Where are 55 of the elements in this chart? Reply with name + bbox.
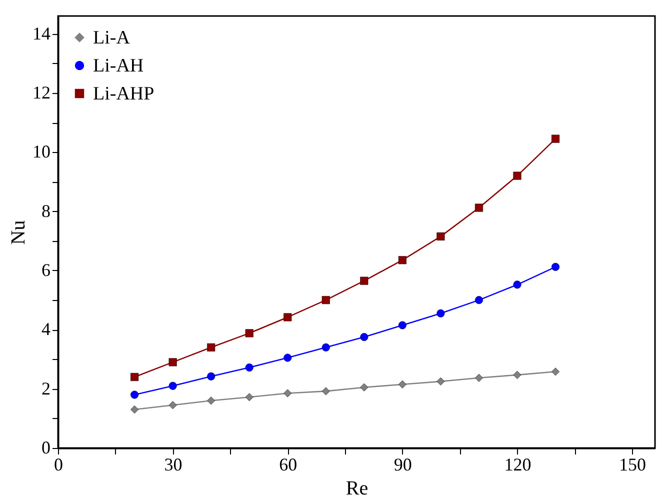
point bbox=[168, 382, 177, 390]
point bbox=[551, 262, 560, 271]
point bbox=[207, 343, 216, 352]
y-axis-title: Nu bbox=[8, 220, 30, 245]
point bbox=[551, 368, 560, 376]
y-tick-label: 8 bbox=[42, 200, 50, 221]
x-tick-label: 90 bbox=[394, 454, 412, 474]
point bbox=[245, 364, 254, 372]
point bbox=[207, 372, 216, 380]
legend-label: Li-AHP bbox=[93, 84, 154, 104]
point bbox=[474, 374, 483, 382]
point bbox=[436, 232, 445, 240]
point bbox=[436, 309, 445, 318]
point bbox=[322, 343, 330, 352]
y-tick-label: 6 bbox=[42, 260, 50, 280]
x-tick-label: 60 bbox=[279, 454, 298, 474]
point bbox=[398, 380, 406, 388]
point bbox=[245, 329, 254, 338]
y-tick-label: 2 bbox=[42, 378, 50, 398]
point bbox=[130, 390, 139, 399]
point bbox=[474, 296, 483, 304]
point bbox=[130, 372, 139, 382]
point bbox=[513, 280, 522, 289]
point bbox=[513, 370, 522, 379]
point bbox=[360, 333, 368, 342]
point bbox=[284, 389, 292, 398]
point bbox=[168, 401, 177, 410]
y-tick-label: 4 bbox=[42, 319, 50, 340]
point bbox=[398, 256, 406, 264]
point bbox=[398, 321, 406, 330]
x-axis-title: Re bbox=[346, 478, 368, 500]
point bbox=[207, 396, 216, 405]
y-tick-label: 10 bbox=[32, 142, 50, 162]
point bbox=[551, 134, 560, 143]
y-tick-label: 12 bbox=[32, 82, 50, 102]
point bbox=[130, 406, 139, 414]
point bbox=[168, 358, 177, 366]
point bbox=[245, 393, 254, 402]
x-tick-label: 150 bbox=[619, 454, 646, 474]
legend-label: Li-AH bbox=[93, 56, 144, 76]
point bbox=[322, 296, 330, 304]
point bbox=[284, 354, 292, 362]
x-tick-label: 30 bbox=[164, 454, 182, 474]
y-tick-label: 14 bbox=[32, 23, 50, 44]
y-tick-label: 0 bbox=[42, 438, 50, 458]
legend-label: Li-A bbox=[93, 28, 130, 48]
point bbox=[513, 172, 522, 180]
point bbox=[436, 377, 445, 386]
x-tick-label: 120 bbox=[504, 454, 532, 474]
point bbox=[322, 387, 330, 396]
point bbox=[360, 383, 368, 392]
point bbox=[284, 313, 292, 322]
point bbox=[474, 204, 483, 212]
x-tick-label: 0 bbox=[54, 454, 63, 474]
point bbox=[360, 276, 368, 285]
